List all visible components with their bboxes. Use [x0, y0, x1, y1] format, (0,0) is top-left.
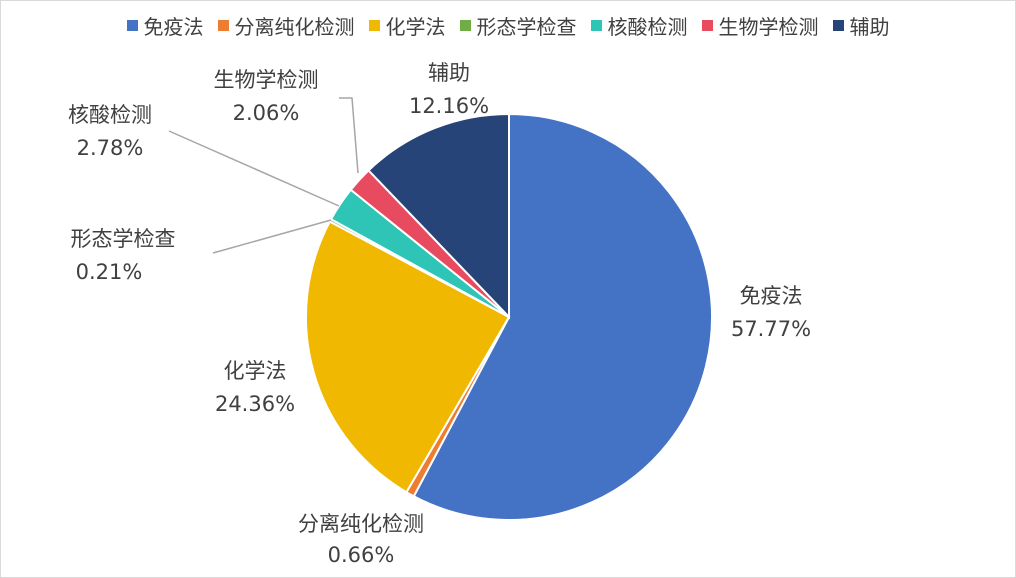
slice-value-label: 0.21% [76, 260, 143, 284]
leader-line [168, 130, 340, 207]
slice-category-label: 分离纯化检测 [298, 512, 424, 536]
legend-item: 免疫法 [126, 11, 204, 40]
legend-swatch [832, 20, 844, 31]
legend-label: 免疫法 [143, 15, 204, 39]
slice-value-label: 12.16% [409, 94, 489, 118]
legend-swatch [459, 20, 471, 31]
pie-slice [367, 112, 510, 320]
slice-category-label: 形态学检查 [71, 227, 176, 251]
slice-category-label: 生物学检测 [214, 68, 319, 92]
legend-item: 化学法 [368, 11, 446, 40]
chart-legend: 免疫法 分离纯化检测 化学法 形态学检查 核酸检测 生物学检测 辅助 [1, 11, 1015, 40]
legend-label: 分离纯化检测 [234, 15, 355, 39]
legend-swatch [126, 20, 138, 31]
legend-label: 辅助 [849, 15, 890, 39]
slice-value-label: 2.78% [77, 136, 144, 160]
slice-value-label: 0.66% [328, 543, 395, 567]
legend-swatch [217, 20, 229, 31]
leader-line [339, 97, 359, 174]
slice-category-label: 辅助 [428, 61, 470, 85]
leader-line [212, 219, 332, 254]
legend-item: 辅助 [832, 11, 890, 40]
pie-slice [305, 220, 511, 494]
slice-category-label: 核酸检测 [68, 103, 152, 127]
legend-label: 生物学检测 [718, 15, 819, 39]
pie-slice [412, 112, 713, 521]
legend-swatch [590, 20, 602, 31]
slice-category-label: 化学法 [224, 359, 287, 383]
slice-value-label: 2.06% [233, 101, 300, 125]
slice-value-label: 57.77% [731, 317, 811, 341]
slice-category-label: 免疫法 [740, 284, 803, 308]
legend-item: 生物学检测 [701, 11, 819, 40]
legend-label: 形态学检查 [476, 15, 577, 39]
legend-label: 核酸检测 [607, 15, 688, 39]
legend-item: 核酸检测 [590, 11, 688, 40]
legend-swatch [368, 20, 380, 31]
legend-item: 形态学检查 [459, 11, 577, 40]
slice-value-label: 24.36% [215, 392, 295, 416]
legend-swatch [701, 20, 713, 31]
legend-label: 化学法 [385, 15, 446, 39]
legend-item: 分离纯化检测 [217, 11, 355, 40]
